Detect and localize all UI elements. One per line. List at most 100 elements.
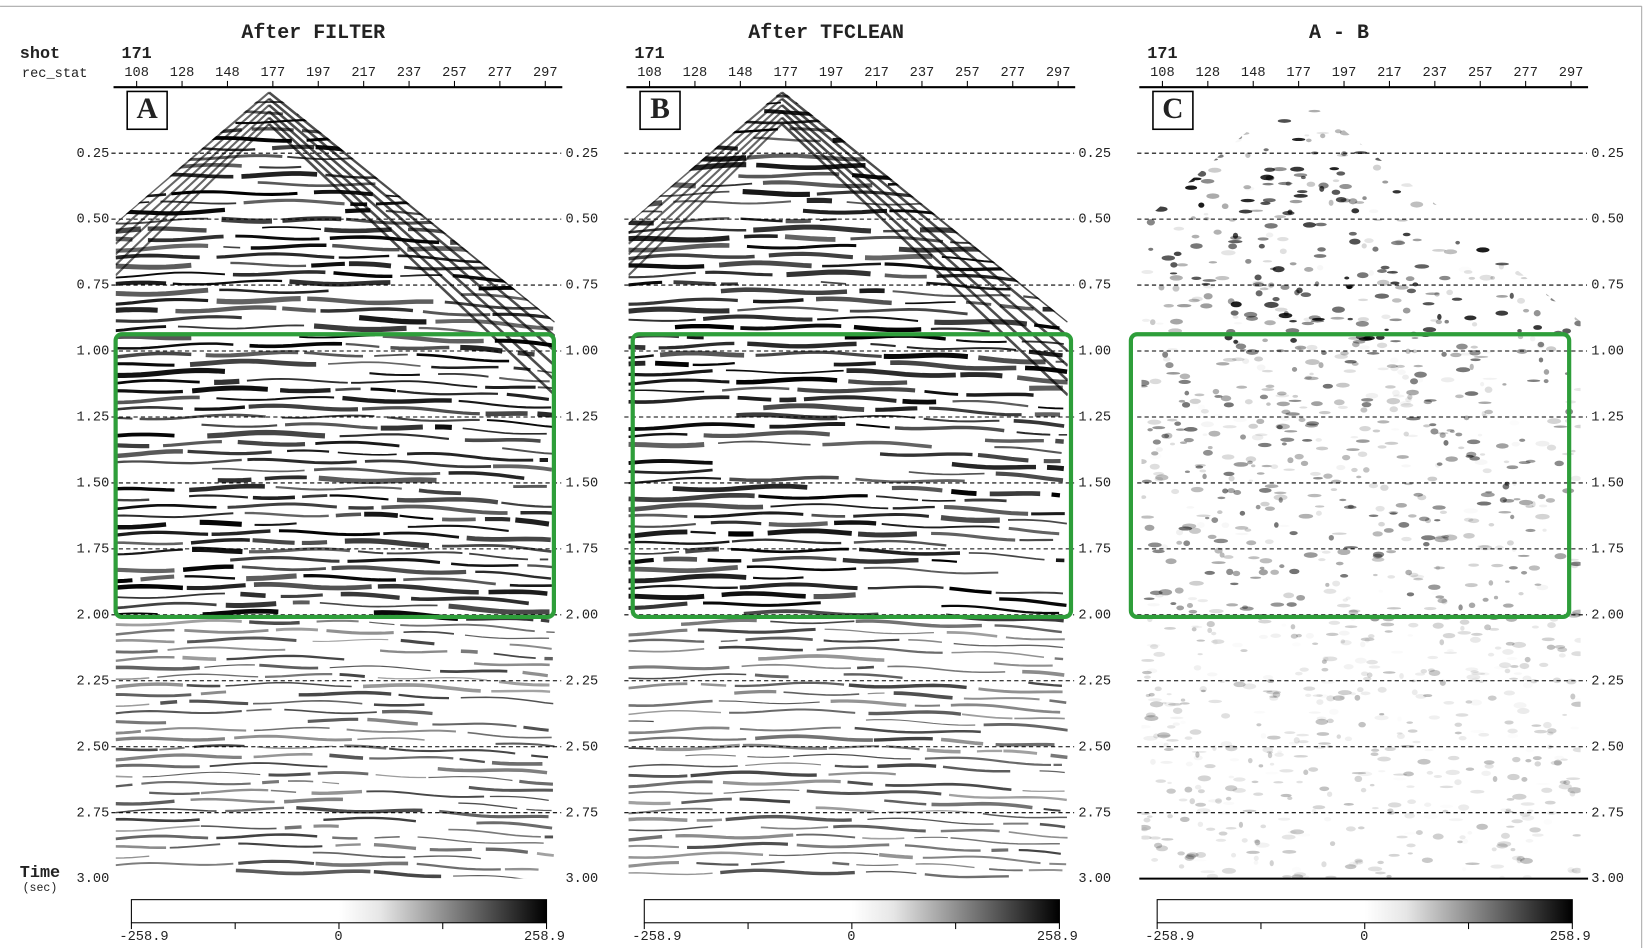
seismic-event (398, 693, 450, 700)
seismic-event (431, 365, 499, 370)
residual-noise (1152, 439, 1161, 445)
residual-noise (1318, 411, 1331, 415)
residual-noise (1148, 692, 1155, 697)
seismic-event (930, 168, 956, 173)
residual-noise (1306, 181, 1316, 187)
seismic-event (999, 187, 1067, 195)
residual-noise (1439, 275, 1451, 281)
seismic-event (214, 378, 240, 385)
seismic-event (320, 307, 414, 313)
residual-noise (1152, 426, 1166, 430)
residual-noise (1502, 483, 1510, 490)
residual-noise (1479, 274, 1493, 281)
residual-noise (1282, 875, 1292, 878)
seismic-event (473, 662, 550, 667)
residual-noise (1527, 809, 1534, 813)
residual-noise (1403, 771, 1414, 777)
residual-noise (1198, 404, 1206, 410)
seismic-event (844, 334, 946, 341)
residual-noise (1415, 156, 1421, 163)
residual-noise (1506, 137, 1514, 142)
residual-noise (1316, 699, 1324, 705)
panel-label-box (639, 90, 681, 131)
seismic-event (495, 742, 555, 748)
residual-noise (1538, 357, 1544, 363)
residual-noise (1567, 787, 1581, 794)
residual-noise (1141, 827, 1148, 832)
residual-noise (1443, 701, 1455, 705)
residual-noise (1404, 832, 1417, 835)
residual-noise (1484, 409, 1493, 415)
residual-noise (1282, 211, 1295, 216)
y-tick-label: 0.25 (77, 147, 110, 162)
residual-noise (1400, 403, 1414, 408)
seismic-event (250, 243, 327, 250)
residual-noise (1470, 789, 1485, 794)
residual-noise (1289, 531, 1298, 536)
seismic-event (493, 168, 553, 179)
residual-noise (1200, 421, 1214, 428)
seismic-event (904, 844, 981, 852)
residual-noise (1500, 808, 1508, 812)
residual-noise (1477, 545, 1490, 548)
seismic-event (460, 344, 503, 354)
seismic-event (797, 387, 916, 394)
residual-noise (1553, 425, 1568, 428)
residual-noise (1233, 777, 1246, 782)
residual-noise (1141, 658, 1155, 662)
residual-noise (1270, 569, 1279, 575)
residual-noise (1269, 267, 1277, 271)
residual-noise (1176, 540, 1183, 545)
residual-noise (1343, 802, 1354, 806)
colorbar-label: 0 (334, 930, 342, 945)
residual-noise (1321, 861, 1327, 868)
residual-noise (1386, 607, 1402, 610)
residual-noise (1346, 285, 1353, 290)
seismic-event (659, 350, 745, 358)
residual-noise (1149, 701, 1164, 708)
residual-noise (1148, 542, 1162, 548)
residual-noise (1278, 181, 1293, 186)
residual-noise (1491, 563, 1504, 568)
seismic-event (237, 439, 306, 447)
residual-noise (1530, 678, 1538, 684)
seismic-event (189, 358, 317, 367)
residual-noise (1244, 399, 1253, 405)
residual-noise (1239, 606, 1254, 611)
residual-noise (1347, 504, 1354, 509)
residual-noise (1383, 735, 1388, 737)
seismic-event (752, 555, 837, 563)
residual-noise (1508, 566, 1518, 570)
residual-noise (1445, 456, 1458, 462)
residual-noise (1192, 131, 1208, 137)
residual-noise (1363, 134, 1370, 138)
residual-noise (1396, 835, 1408, 839)
residual-noise (1428, 669, 1441, 677)
seismic-event (725, 369, 844, 374)
residual-noise (1193, 755, 1203, 761)
residual-noise (1359, 425, 1371, 432)
residual-noise (1257, 237, 1269, 241)
residual-noise (1572, 310, 1581, 315)
residual-noise (1340, 574, 1349, 578)
seismic-event (851, 173, 971, 181)
seismic-event (284, 708, 377, 715)
residual-noise (1324, 817, 1331, 821)
residual-noise (1281, 442, 1287, 446)
residual-noise (1563, 780, 1571, 785)
seismic-event (816, 190, 943, 199)
x-tick-label: 128 (1196, 66, 1221, 81)
residual-noise (1415, 830, 1423, 836)
residual-noise (1459, 352, 1474, 356)
residual-noise (1288, 399, 1302, 403)
residual-noise (1190, 243, 1203, 249)
seismic-event (373, 870, 442, 879)
residual-noise (1342, 598, 1349, 602)
residual-noise (1545, 498, 1556, 503)
residual-noise (1481, 770, 1491, 777)
residual-noise (1546, 444, 1557, 451)
residual-noise (1560, 758, 1568, 761)
residual-noise (1447, 755, 1460, 761)
seismic-event (796, 843, 890, 849)
